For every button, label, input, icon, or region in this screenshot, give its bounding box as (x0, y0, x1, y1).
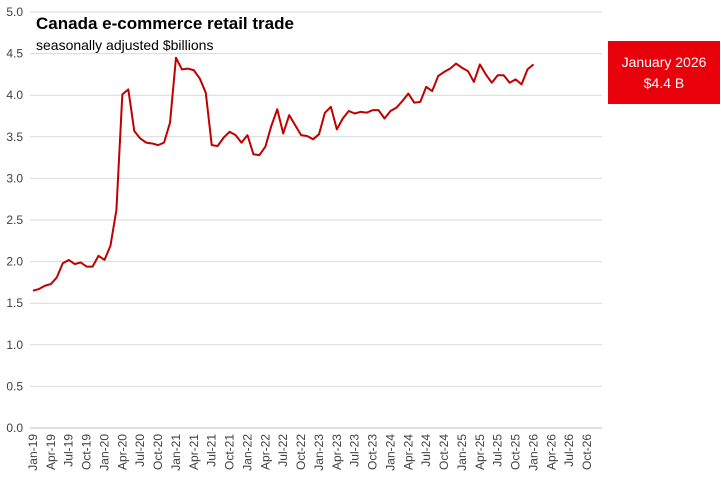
y-tick-label: 4.5 (6, 47, 23, 61)
x-tick-label: Jul-22 (276, 434, 290, 467)
y-tick-label: 0.5 (6, 379, 23, 393)
x-tick-label: Oct-26 (580, 434, 594, 470)
y-tick-label: 2.0 (6, 255, 23, 269)
x-tick-label: Oct-22 (294, 434, 308, 470)
latest-value-callout: January 2026 $4.4 B (608, 41, 720, 104)
y-tick-label: 4.0 (6, 88, 23, 102)
x-tick-label: Jul-21 (205, 434, 219, 467)
x-tick-label: Jan-24 (383, 434, 397, 471)
chart-subtitle: seasonally adjusted $billions (36, 37, 214, 53)
x-tick-label: Oct-24 (437, 434, 451, 470)
y-tick-label: 5.0 (6, 5, 23, 19)
x-tick-label: Jan-23 (312, 434, 326, 471)
x-tick-label: Jan-25 (455, 434, 469, 471)
x-tick-label: Jan-20 (97, 434, 111, 471)
x-tick-label: Jul-19 (62, 434, 76, 467)
x-tick-label: Jul-23 (348, 434, 362, 467)
x-tick-label: Apr-20 (115, 434, 129, 470)
y-axis: 0.0 0.5 1.0 1.5 2.0 2.5 3.0 3.5 4.0 4.5 5.0 (6, 5, 23, 435)
y-tick-label: 3.0 (6, 171, 23, 185)
series-layer (32, 56, 535, 292)
chart-title: Canada e-commerce retail trade (36, 14, 294, 33)
x-tick-label: Jul-25 (491, 434, 505, 467)
callout-date: January 2026 (621, 53, 707, 70)
x-tick-label: Apr-25 (473, 434, 487, 470)
x-tick-label: Apr-19 (44, 434, 58, 470)
y-tick-label: 2.5 (6, 213, 23, 227)
x-tick-label: Jan-21 (169, 434, 183, 471)
x-tick-label: Apr-21 (187, 434, 201, 470)
y-tick-label: 3.5 (6, 130, 23, 144)
x-tick-label: Jan-19 (26, 434, 40, 471)
x-tick-label: Oct-20 (151, 434, 165, 470)
x-tick-label: Oct-21 (223, 434, 237, 470)
x-tick-label: Jul-26 (562, 434, 576, 467)
x-tick-label: Jan-22 (240, 434, 254, 471)
x-tick-label: Oct-25 (509, 434, 523, 470)
y-tick-label: 1.0 (6, 338, 23, 352)
callout-value: $4.4 B (643, 74, 685, 91)
x-tick-label: Apr-26 (544, 434, 558, 470)
series-line (32, 56, 535, 292)
y-tick-label: 0.0 (6, 421, 23, 435)
x-tick-label: Jul-20 (133, 434, 147, 467)
x-axis: Jan-19 Apr-19 Jul-19 Oct-19 Jan-20 Apr-20 Jul-… (26, 427, 602, 471)
x-tick-label: Apr-22 (258, 434, 272, 470)
x-tick-label: Jan-26 (526, 434, 540, 471)
gridlines (30, 11, 602, 387)
x-tick-label: Oct-19 (80, 434, 94, 470)
y-tick-label: 1.5 (6, 296, 23, 310)
x-tick-label: Oct-23 (366, 434, 380, 470)
x-tick-label: Jul-24 (419, 434, 433, 467)
x-tick-label: Apr-23 (330, 434, 344, 470)
x-tick-label: Apr-24 (401, 434, 415, 470)
